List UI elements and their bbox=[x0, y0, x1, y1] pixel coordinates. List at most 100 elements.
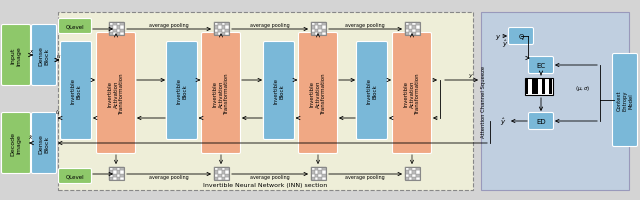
Bar bbox=[409, 29, 413, 33]
FancyBboxPatch shape bbox=[31, 25, 56, 86]
Text: average pooling: average pooling bbox=[250, 22, 289, 27]
Bar bbox=[409, 167, 413, 170]
Bar bbox=[120, 33, 124, 36]
Bar bbox=[413, 167, 416, 170]
Bar bbox=[311, 23, 326, 36]
Bar bbox=[116, 167, 120, 170]
Text: ED: ED bbox=[536, 118, 546, 124]
Text: Invertible
Block: Invertible Block bbox=[274, 78, 284, 104]
Bar bbox=[413, 33, 416, 36]
Bar bbox=[218, 167, 221, 170]
Bar bbox=[214, 167, 229, 180]
Bar bbox=[214, 23, 218, 26]
Text: Decode
Image: Decode Image bbox=[11, 131, 21, 155]
FancyBboxPatch shape bbox=[61, 42, 92, 140]
Text: average pooling: average pooling bbox=[148, 175, 188, 180]
Bar bbox=[109, 177, 113, 180]
Text: u: u bbox=[56, 54, 60, 59]
Bar bbox=[416, 167, 420, 170]
Bar bbox=[413, 177, 416, 180]
Bar bbox=[315, 167, 319, 170]
Bar bbox=[225, 177, 229, 180]
Text: $\hat{y}$: $\hat{y}$ bbox=[500, 116, 506, 127]
Bar bbox=[319, 33, 323, 36]
Bar bbox=[416, 29, 420, 33]
FancyBboxPatch shape bbox=[202, 33, 241, 154]
FancyBboxPatch shape bbox=[529, 113, 554, 130]
Bar bbox=[218, 29, 221, 33]
Text: QLevel: QLevel bbox=[66, 174, 84, 179]
Bar bbox=[214, 167, 218, 170]
Text: Attention Channel Squeeze: Attention Channel Squeeze bbox=[481, 66, 486, 137]
Bar bbox=[323, 23, 326, 26]
Bar bbox=[221, 167, 225, 170]
Bar bbox=[319, 170, 323, 174]
Bar bbox=[315, 177, 319, 180]
Bar bbox=[120, 167, 124, 170]
Bar bbox=[319, 174, 323, 177]
Bar bbox=[221, 174, 225, 177]
Bar bbox=[405, 170, 409, 174]
Text: Invertible
Activation
Transformation: Invertible Activation Transformation bbox=[212, 73, 229, 114]
FancyBboxPatch shape bbox=[529, 57, 554, 74]
Bar bbox=[214, 26, 218, 29]
Bar bbox=[214, 177, 218, 180]
Bar bbox=[113, 29, 116, 33]
Bar bbox=[221, 29, 225, 33]
Bar bbox=[113, 174, 116, 177]
Bar bbox=[525, 80, 528, 95]
Bar bbox=[536, 80, 538, 95]
Bar bbox=[113, 26, 116, 29]
Bar bbox=[218, 170, 221, 174]
Bar bbox=[319, 177, 323, 180]
Text: Invertible
Block: Invertible Block bbox=[367, 78, 378, 104]
Bar bbox=[225, 170, 229, 174]
Bar bbox=[109, 23, 124, 36]
Bar bbox=[405, 23, 420, 36]
Bar bbox=[214, 33, 218, 36]
Bar bbox=[315, 174, 319, 177]
Bar bbox=[120, 26, 124, 29]
Bar bbox=[315, 26, 319, 29]
FancyBboxPatch shape bbox=[298, 33, 337, 154]
Bar bbox=[221, 170, 225, 174]
Bar bbox=[311, 167, 315, 170]
Text: $\hat{u}$: $\hat{u}$ bbox=[56, 108, 61, 116]
Bar bbox=[214, 23, 229, 36]
Bar bbox=[409, 170, 413, 174]
Text: Dense
Block: Dense Block bbox=[38, 133, 49, 153]
Text: $(\mu,\sigma)$: $(\mu,\sigma)$ bbox=[575, 84, 591, 93]
Bar bbox=[416, 26, 420, 29]
Bar bbox=[218, 174, 221, 177]
Bar bbox=[319, 29, 323, 33]
FancyBboxPatch shape bbox=[31, 113, 56, 174]
FancyBboxPatch shape bbox=[166, 42, 198, 140]
Bar bbox=[405, 167, 420, 180]
Bar bbox=[319, 167, 323, 170]
Text: Context
Entropy
Model: Context Entropy Model bbox=[617, 90, 634, 111]
Bar bbox=[311, 170, 315, 174]
Text: Q: Q bbox=[518, 34, 524, 40]
Bar bbox=[113, 177, 116, 180]
Bar bbox=[120, 23, 124, 26]
FancyBboxPatch shape bbox=[264, 42, 294, 140]
Bar bbox=[416, 174, 420, 177]
Bar bbox=[319, 26, 323, 29]
Bar bbox=[109, 170, 113, 174]
Text: y: y bbox=[468, 73, 472, 78]
FancyBboxPatch shape bbox=[58, 169, 92, 184]
Bar bbox=[416, 170, 420, 174]
Bar bbox=[113, 167, 116, 170]
Bar bbox=[109, 167, 124, 180]
FancyBboxPatch shape bbox=[58, 19, 92, 34]
Bar bbox=[413, 26, 416, 29]
Text: Invertible
Block: Invertible Block bbox=[177, 78, 188, 104]
Bar bbox=[116, 33, 120, 36]
Bar bbox=[405, 23, 409, 26]
FancyBboxPatch shape bbox=[97, 33, 136, 154]
Bar bbox=[311, 26, 315, 29]
Bar bbox=[221, 33, 225, 36]
Bar bbox=[311, 174, 315, 177]
Bar bbox=[416, 177, 420, 180]
Bar bbox=[218, 23, 221, 26]
